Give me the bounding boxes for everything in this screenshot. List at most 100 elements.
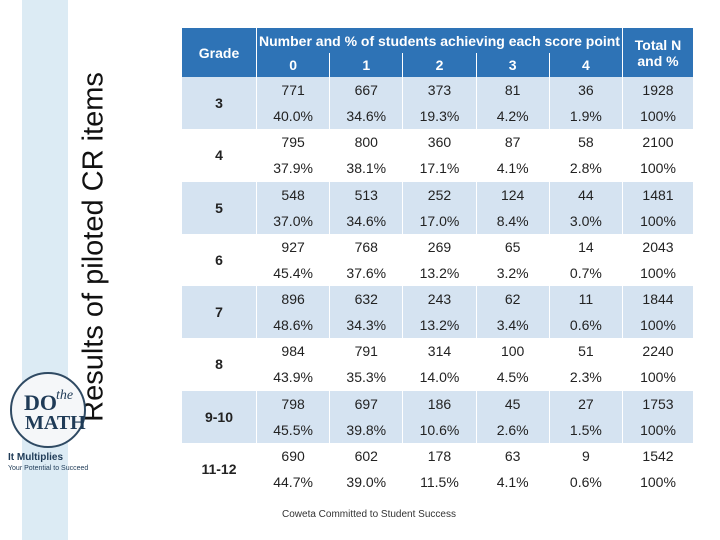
count-cell: 791 <box>329 338 404 365</box>
percent-cell: 40.0% <box>256 103 331 130</box>
grade-cell: 7 <box>182 286 257 339</box>
percent-cell: 38.1% <box>329 155 404 182</box>
count-cell: 87 <box>476 129 550 156</box>
results-table: Grade Number and % of students achieving… <box>182 28 694 495</box>
percent-cell: 17.1% <box>402 155 477 182</box>
percent-cell: 35.3% <box>329 364 404 391</box>
percent-cell: 0.7% <box>549 259 624 286</box>
grade-cell: 8 <box>182 338 257 391</box>
total-count-cell: 1844 <box>622 286 694 313</box>
total-percent-cell: 100% <box>622 416 694 443</box>
header-row: Grade Number and % of students achieving… <box>182 28 694 77</box>
percent-cell: 10.6% <box>402 416 477 443</box>
count-cell: 63 <box>476 442 550 469</box>
count-cell: 314 <box>402 338 477 365</box>
total-count-cell: 1542 <box>622 442 694 469</box>
count-cell: 269 <box>402 233 477 260</box>
grade-header: Grade <box>182 28 257 77</box>
count-cell: 186 <box>402 390 477 417</box>
percent-cell: 45.5% <box>256 416 331 443</box>
percent-cell: 0.6% <box>549 312 624 339</box>
score-points-row: 0 1 2 3 4 <box>182 53 694 77</box>
footer-text: Coweta Committed to Student Success <box>282 509 456 520</box>
count-cell: 178 <box>402 442 477 469</box>
percent-cell: 43.9% <box>256 364 331 391</box>
total-percent-cell: 100% <box>622 312 694 339</box>
percent-cell: 13.2% <box>402 312 477 339</box>
total-percent-cell: 100% <box>622 259 694 286</box>
total-count-cell: 1928 <box>622 77 694 104</box>
count-cell: 800 <box>329 129 404 156</box>
logo-seal: DO the MATH <box>10 372 86 448</box>
total-count-cell: 1753 <box>622 390 694 417</box>
percent-cell: 39.8% <box>329 416 404 443</box>
logo-subtagline: Your Potential to Succeed <box>8 465 89 472</box>
percent-cell: 37.9% <box>256 155 331 182</box>
table-row: 40.0% 34.6% 19.3% 4.2% 1.9% 100% <box>182 103 694 130</box>
count-cell: 9 <box>549 442 624 469</box>
score-point-header: 1 <box>329 53 404 77</box>
table-row: 45.4% 37.6% 13.2% 3.2% 0.7% 100% <box>182 259 694 286</box>
logo-math-text: MATH <box>25 412 86 434</box>
percent-cell: 39.0% <box>329 468 404 495</box>
score-point-header: 3 <box>476 53 550 77</box>
table-row: 43.9% 35.3% 14.0% 4.5% 2.3% 100% <box>182 364 694 391</box>
percent-cell: 4.2% <box>476 103 550 130</box>
percent-cell: 2.3% <box>549 364 624 391</box>
slide-title-text: Results of piloted CR items <box>77 72 110 422</box>
percent-cell: 14.0% <box>402 364 477 391</box>
percent-cell: 8.4% <box>476 207 550 234</box>
table-row: 11-12 690 602 178 63 9 1542 <box>182 442 694 495</box>
count-cell: 100 <box>476 338 550 365</box>
percent-cell: 3.2% <box>476 259 550 286</box>
grade-cell: 9-10 <box>182 390 257 443</box>
table-row: 45.5% 39.8% 10.6% 2.6% 1.5% 100% <box>182 416 694 443</box>
count-cell: 27 <box>549 390 624 417</box>
score-header: Number and % of students achieving each … <box>256 28 623 53</box>
percent-cell: 44.7% <box>256 468 331 495</box>
total-count-cell: 1481 <box>622 181 694 208</box>
percent-cell: 48.6% <box>256 312 331 339</box>
percent-cell: 45.4% <box>256 259 331 286</box>
count-cell: 65 <box>476 233 550 260</box>
count-cell: 548 <box>256 181 331 208</box>
grade-cell: 6 <box>182 233 257 286</box>
count-cell: 768 <box>329 233 404 260</box>
percent-cell: 3.4% <box>476 312 550 339</box>
count-cell: 373 <box>402 77 477 104</box>
total-percent-cell: 100% <box>622 103 694 130</box>
count-cell: 124 <box>476 181 550 208</box>
table-row: 37.0% 34.6% 17.0% 8.4% 3.0% 100% <box>182 207 694 234</box>
count-cell: 632 <box>329 286 404 313</box>
table-body: 3 771 667 373 81 36 1928 40.0% 34.6% 19.3% 4.2% 1.9… <box>182 77 694 495</box>
percent-cell: 4.1% <box>476 468 550 495</box>
percent-cell: 17.0% <box>402 207 477 234</box>
percent-cell: 4.5% <box>476 364 550 391</box>
percent-cell: 4.1% <box>476 155 550 182</box>
percent-cell: 37.6% <box>329 259 404 286</box>
table-row: 4 795 800 360 87 58 2100 <box>182 129 694 182</box>
percent-cell: 34.6% <box>329 207 404 234</box>
percent-cell: 11.5% <box>402 468 477 495</box>
count-cell: 36 <box>549 77 624 104</box>
grade-cell: 3 <box>182 77 257 130</box>
percent-cell: 0.6% <box>549 468 624 495</box>
count-cell: 11 <box>549 286 624 313</box>
count-cell: 58 <box>549 129 624 156</box>
total-percent-cell: 100% <box>622 468 694 495</box>
table-row: 7 896 632 243 62 11 1844 <box>182 286 694 339</box>
count-cell: 798 <box>256 390 331 417</box>
table-row: 8 984 791 314 100 51 2240 <box>182 338 694 391</box>
logo-tagline: It Multiplies <box>8 452 63 463</box>
total-percent-cell: 100% <box>622 364 694 391</box>
score-point-header: 0 <box>256 53 331 77</box>
count-cell: 602 <box>329 442 404 469</box>
percent-cell: 3.0% <box>549 207 624 234</box>
total-header: Total N and % <box>622 28 694 77</box>
count-cell: 513 <box>329 181 404 208</box>
count-cell: 697 <box>329 390 404 417</box>
total-count-cell: 2043 <box>622 233 694 260</box>
table-row: 48.6% 34.3% 13.2% 3.4% 0.6% 100% <box>182 312 694 339</box>
side-band <box>22 0 68 540</box>
logo-the-text: the <box>56 388 74 403</box>
